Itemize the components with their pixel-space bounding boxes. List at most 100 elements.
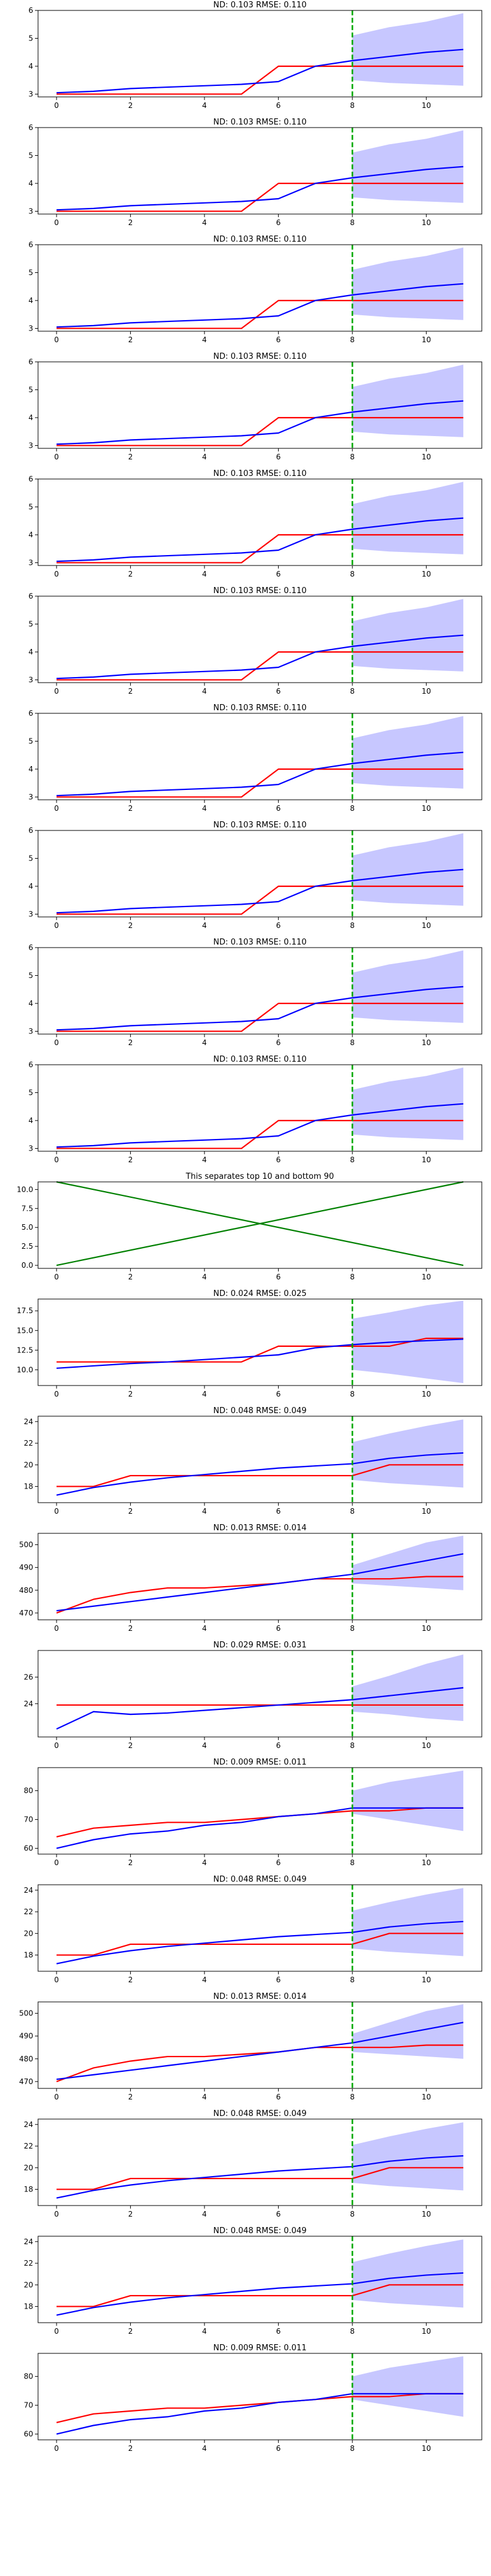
x-tick-label: 4	[202, 101, 207, 110]
y-tick-label: 22	[24, 2142, 33, 2150]
y-tick-label: 4	[28, 413, 33, 422]
x-tick-label: 8	[350, 1624, 355, 1633]
y-tick-label: 4	[28, 531, 33, 539]
y-tick-label: 5	[28, 737, 33, 745]
series-line-target	[56, 651, 463, 681]
x-tick-label: 4	[202, 687, 207, 696]
y-tick-label: 5	[28, 619, 33, 628]
series-line-forecast	[56, 283, 463, 328]
y-tick-label: 3	[28, 90, 33, 98]
x-tick-label: 8	[350, 1390, 355, 1398]
x-tick-label: 2	[128, 1976, 133, 1984]
chart-title: ND: 0.029 RMSE: 0.031	[213, 1641, 306, 1650]
x-tick-label: 10	[422, 1741, 431, 1750]
chart-title: ND: 0.103 RMSE: 0.110	[213, 1, 306, 10]
x-tick-label: 4	[202, 804, 207, 813]
series-line-target	[56, 1337, 463, 1363]
series-line-target	[56, 1933, 463, 1956]
y-tick-label: 4	[28, 296, 33, 305]
y-tick-label: 3	[28, 792, 33, 801]
chart-svg: ND: 0.103 RMSE: 0.110 0 2 4 6 8 10 3 4 5 6	[28, 1055, 482, 1164]
x-tick-label: 0	[54, 921, 59, 930]
chart-svg: ND: 0.103 RMSE: 0.110 0 2 4 6 8 10 3 4 5 6	[28, 703, 482, 813]
x-tick-label: 10	[422, 1273, 431, 1281]
confidence-band	[352, 1419, 463, 1488]
y-tick-label: 6	[28, 1060, 33, 1069]
x-tick-label: 0	[54, 101, 59, 110]
x-tick-label: 2	[128, 1741, 133, 1750]
y-tick-label: 4	[28, 765, 33, 773]
x-tick-label: 2	[128, 2210, 133, 2218]
y-tick-label: 3	[28, 324, 33, 332]
y-tick-label: 18	[24, 1482, 33, 1491]
x-tick-label: 10	[422, 1976, 431, 1984]
x-tick-label: 0	[54, 1976, 59, 1984]
x-tick-label: 4	[202, 1390, 207, 1398]
series-line-forecast	[56, 2022, 464, 2080]
x-tick-label: 2	[128, 687, 133, 696]
x-tick-label: 6	[276, 2444, 281, 2453]
chart-svg: ND: 0.103 RMSE: 0.110 0 2 4 6 8 10 3 4 5 6	[28, 821, 482, 930]
series-line-target	[56, 768, 463, 798]
series-line-forecast	[56, 868, 463, 914]
x-tick-label: 10	[422, 453, 431, 461]
chart-svg: ND: 0.009 RMSE: 0.011 0 2 4 6 8 10 60 70 80	[24, 2344, 482, 2453]
y-tick-label: 3	[28, 441, 33, 450]
confidence-band	[352, 1888, 463, 1957]
x-tick-label: 2	[128, 570, 133, 578]
x-tick-label: 0	[54, 2327, 59, 2336]
y-tick-label: 4	[28, 648, 33, 656]
y-tick-label: 18	[24, 1951, 33, 1960]
x-tick-label: 4	[202, 1976, 207, 1984]
x-tick-label: 0	[54, 1390, 59, 1398]
series-line-forecast	[56, 400, 463, 445]
x-tick-label: 2	[128, 218, 133, 227]
y-tick-label: 26	[24, 1673, 33, 1681]
x-tick-label: 2	[128, 101, 133, 110]
series-line-divider	[56, 1181, 464, 1267]
y-tick-label: 5	[28, 854, 33, 862]
confidence-band	[352, 2356, 463, 2417]
x-tick-label: 6	[276, 1976, 281, 1984]
chart-svg: ND: 0.103 RMSE: 0.110 0 2 4 6 8 10 3 4 5 6	[28, 938, 482, 1047]
y-tick-label: 480	[19, 2055, 33, 2063]
chart-title: ND: 0.103 RMSE: 0.110	[213, 235, 306, 244]
x-tick-label: 4	[202, 1038, 207, 1047]
x-tick-label: 0	[54, 218, 59, 227]
x-tick-label: 6	[276, 1038, 281, 1047]
y-tick-label: 20	[24, 1929, 33, 1938]
x-tick-label: 10	[422, 570, 431, 578]
series-line-forecast	[56, 1103, 463, 1148]
y-tick-label: 4	[28, 62, 33, 71]
axes-frame	[37, 361, 482, 449]
x-tick-label: 8	[350, 1038, 355, 1047]
confidence-band	[352, 130, 463, 203]
chart-title: ND: 0.048 RMSE: 0.049	[213, 1875, 306, 1884]
x-tick-label: 0	[54, 1507, 59, 1516]
x-tick-label: 10	[422, 804, 431, 813]
x-tick-label: 6	[276, 687, 281, 696]
y-tick-label: 22	[24, 1439, 33, 1447]
chart-panel: ND: 0.103 RMSE: 0.110 0 2 4 6 8 10 3 4 5 6	[0, 234, 491, 351]
series-line-target	[56, 416, 463, 447]
x-tick-label: 8	[350, 1976, 355, 1984]
chart-panel: ND: 0.029 RMSE: 0.031 0 2 4 6 8 10 24 26	[0, 1640, 491, 1757]
x-tick-label: 6	[276, 921, 281, 930]
y-tick-label: 18	[24, 2185, 33, 2194]
chart-panel: ND: 0.103 RMSE: 0.110 0 2 4 6 8 10 3 4 5 6	[0, 586, 491, 703]
x-tick-label: 8	[350, 335, 355, 344]
y-tick-label: 22	[24, 1907, 33, 1916]
y-tick-label: 470	[19, 1609, 33, 1617]
series-line-forecast	[56, 1687, 463, 1730]
chart-svg: ND: 0.103 RMSE: 0.110 0 2 4 6 8 10 3 4 5 6	[28, 235, 482, 344]
chart-panel: ND: 0.103 RMSE: 0.110 0 2 4 6 8 10 3 4 5 6	[0, 703, 491, 820]
chart-panel: ND: 0.103 RMSE: 0.110 0 2 4 6 8 10 3 4 5 6	[0, 117, 491, 234]
chart-title: ND: 0.048 RMSE: 0.049	[213, 1406, 306, 1416]
x-tick-label: 4	[202, 1507, 207, 1516]
y-tick-label: 24	[24, 2237, 33, 2246]
x-tick-label: 0	[54, 804, 59, 813]
y-tick-label: 10.0	[17, 1185, 33, 1194]
axes-frame	[37, 713, 482, 800]
